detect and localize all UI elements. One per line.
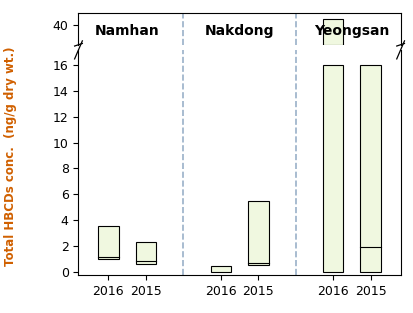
Bar bbox=[98, 227, 119, 259]
Bar bbox=[135, 242, 156, 264]
Bar bbox=[360, 65, 381, 272]
Text: Total HBCDs conc.  (ng/g dry wt.): Total HBCDs conc. (ng/g dry wt.) bbox=[4, 47, 17, 266]
Bar bbox=[248, 201, 268, 265]
Text: Namhan: Namhan bbox=[95, 24, 159, 38]
Bar bbox=[323, 65, 344, 272]
Bar bbox=[211, 266, 231, 272]
Bar bbox=[323, 19, 344, 45]
Text: Yeongsan: Yeongsan bbox=[314, 24, 389, 38]
Text: Nakdong: Nakdong bbox=[205, 24, 274, 38]
